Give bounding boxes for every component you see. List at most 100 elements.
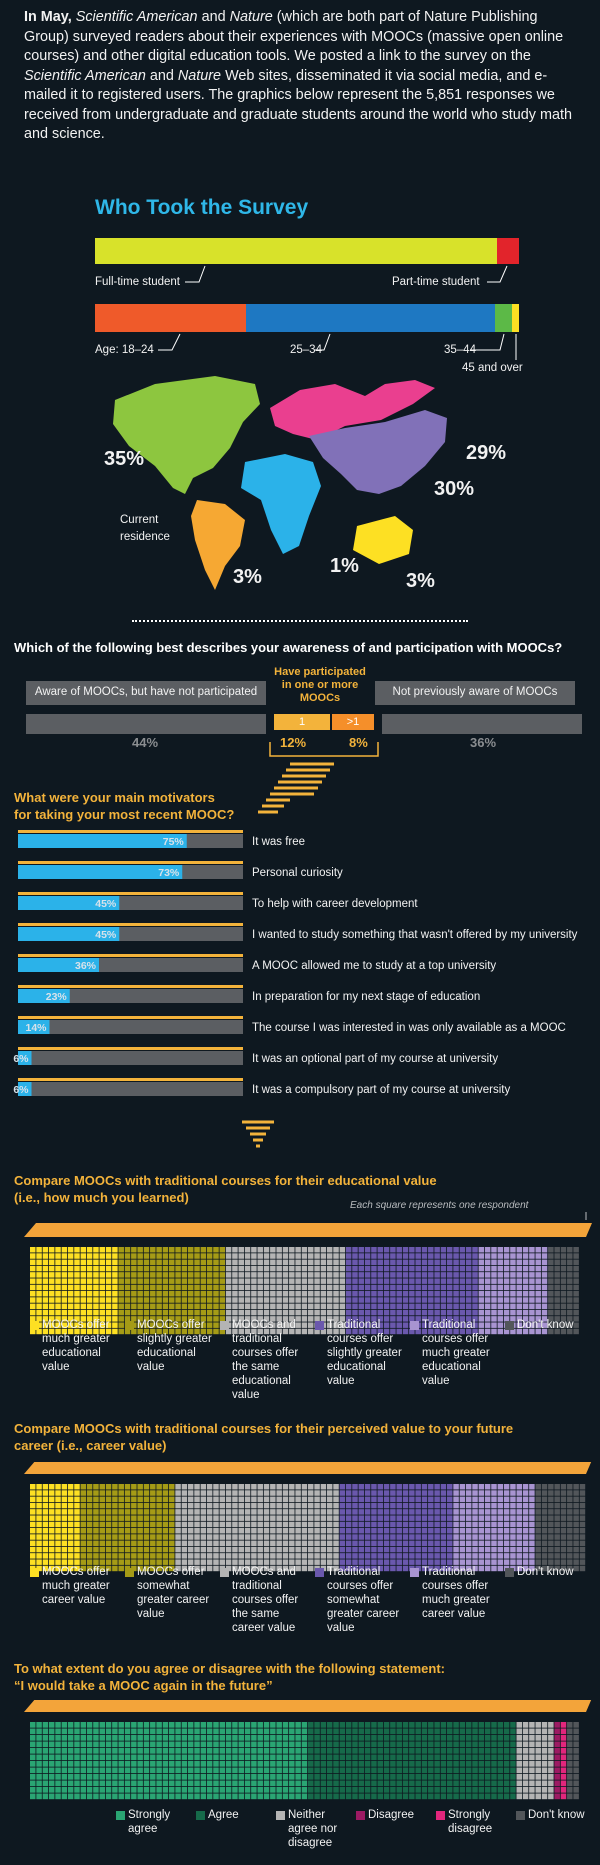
- region-pct-asia: 30%: [434, 478, 475, 500]
- region-pct-africa: 1%: [330, 555, 359, 577]
- aware-label: Aware of MOOCs, but have not participate…: [34, 686, 258, 698]
- world-map: [113, 376, 447, 590]
- edu-title-1: Compare MOOCs with traditional courses f…: [14, 1173, 437, 1188]
- age-18-24-segment: [95, 304, 246, 332]
- legend-label: MOOCs and traditional courses offer the …: [232, 1566, 299, 1634]
- intro-paragraph: In May, Scientific American and Nature (…: [24, 8, 584, 145]
- region-pct-north-america: 35%: [104, 448, 145, 470]
- age-leaders: [158, 333, 517, 360]
- intro-text-2: Web sites, disseminated it via social me…: [24, 67, 572, 143]
- grid-segment: [30, 1722, 308, 1800]
- region-pct-south-america: 3%: [233, 566, 262, 588]
- awareness-bar: [26, 714, 582, 757]
- legend-label: Traditional courses offer much greater e…: [422, 1319, 490, 1387]
- motivator-track: [18, 1051, 243, 1065]
- grid-header-bar: [24, 1223, 592, 1237]
- again-title-1: To what extent do you agree or disagree …: [14, 1661, 445, 1676]
- student-bar: [95, 238, 519, 264]
- participated-1-segment: [274, 714, 330, 730]
- grid-segment: [453, 1484, 535, 1572]
- legend-swatch: [410, 1568, 419, 1577]
- motivator-value: 45%: [95, 929, 117, 941]
- legend-swatch: [125, 1321, 134, 1330]
- legend-label: Traditional courses offer much greater c…: [422, 1566, 490, 1620]
- motivator-label: I wanted to study something that wasn't …: [252, 929, 578, 941]
- aware-label-box: [26, 681, 266, 705]
- participated-more-segment: [332, 714, 374, 730]
- part-time-label: Part-time student: [392, 276, 480, 288]
- motivator-bar: [18, 1020, 50, 1034]
- legend-label: MOOCs offer slightly greater educational…: [137, 1319, 212, 1373]
- motivator-accent: [18, 1047, 243, 1050]
- region-pct-oceania: 3%: [406, 570, 435, 592]
- legend-swatch: [315, 1321, 324, 1330]
- career-title-2: career (i.e., career value): [14, 1438, 167, 1453]
- participated-1-percent: 12%: [280, 735, 307, 750]
- motivator-accent: [18, 830, 243, 833]
- intro-nature-2: Nature: [177, 67, 222, 84]
- north-america-shape: [113, 376, 260, 494]
- motivator-bar: [18, 927, 120, 941]
- motivator-accent: [18, 1016, 243, 1019]
- motivator-value: 6%: [13, 1053, 29, 1065]
- note-leader: [585, 1212, 587, 1220]
- legend-label: Don't know: [528, 1809, 585, 1821]
- age-25-34-segment: [246, 304, 495, 332]
- unaware-label: Not previously aware of MOOCs: [392, 686, 558, 698]
- grid-segment: [225, 1247, 346, 1335]
- europe-shape: [270, 380, 435, 440]
- asia-shape: [309, 410, 447, 494]
- age-45-over-segment: [512, 304, 519, 332]
- motivator-value: 6%: [13, 1084, 29, 1096]
- intro-sa: Scientific American: [75, 9, 198, 25]
- legend-label: Traditional courses offer slightly great…: [327, 1319, 402, 1387]
- motivator-track: [18, 989, 243, 1003]
- legend-swatch: [220, 1568, 229, 1577]
- motivator-track: [18, 1082, 243, 1096]
- participated-more-percent: 8%: [349, 735, 368, 750]
- motivator-accent: [18, 1078, 243, 1081]
- legend-swatch: [125, 1568, 134, 1577]
- participated-more-label: >1: [346, 716, 360, 728]
- legend-label: Strongly disagree: [448, 1809, 493, 1835]
- africa-shape: [241, 454, 321, 554]
- motivator-value: 23%: [46, 991, 68, 1003]
- motivator-bar: [18, 865, 183, 879]
- legend-swatch: [196, 1811, 205, 1820]
- intro-and-2: and: [149, 67, 174, 84]
- motivator-bar: [18, 958, 99, 972]
- legend-label: MOOCs offer much greater career value: [42, 1566, 110, 1606]
- legend-label: MOOCs offer somewhat greater career valu…: [137, 1566, 210, 1620]
- motivator-value: 36%: [75, 960, 97, 972]
- unaware-segment: [382, 714, 582, 734]
- motivator-accent: [18, 892, 243, 895]
- grid-segment: [535, 1484, 586, 1572]
- dotted-separator: [132, 620, 468, 622]
- age-35-44-segment: [495, 304, 512, 332]
- intro-text-1: (which are both part of Nature Publishin…: [24, 9, 564, 64]
- full-time-label: Full-time student: [95, 276, 181, 288]
- unaware-percent: 36%: [470, 735, 497, 750]
- motivator-value: 45%: [95, 898, 117, 910]
- oceania-shape: [353, 516, 413, 564]
- grid-segment: [175, 1484, 339, 1572]
- grid-segment: [560, 1722, 567, 1800]
- motivator-label: Personal curiosity: [252, 867, 343, 879]
- motivator-label: It was a compulsory part of my course at…: [252, 1084, 510, 1096]
- motivator-label: It was free: [252, 836, 305, 848]
- motivator-bar: [18, 834, 187, 848]
- motivator-accent: [18, 954, 243, 957]
- intro-and: and: [201, 9, 226, 25]
- grid-segment: [308, 1722, 516, 1800]
- career-chart: [24, 1462, 592, 1572]
- square-note: Each square represents one respondent: [350, 1200, 529, 1211]
- intro-lead: In May,: [24, 9, 72, 25]
- edu-title-2: (i.e., how much you learned): [14, 1190, 189, 1205]
- motivators-chart: 75% It was free 73% Personal curiosity 45% To…: [13, 830, 578, 1096]
- grid-segment: [567, 1722, 579, 1800]
- grid-segment: [345, 1247, 478, 1335]
- career-title-1: Compare MOOCs with traditional courses f…: [14, 1421, 514, 1436]
- part-time-segment: [497, 238, 519, 264]
- age-35-44-label: 35–44: [444, 344, 476, 356]
- motivator-label: A MOOC allowed me to study at a top univ…: [252, 960, 496, 972]
